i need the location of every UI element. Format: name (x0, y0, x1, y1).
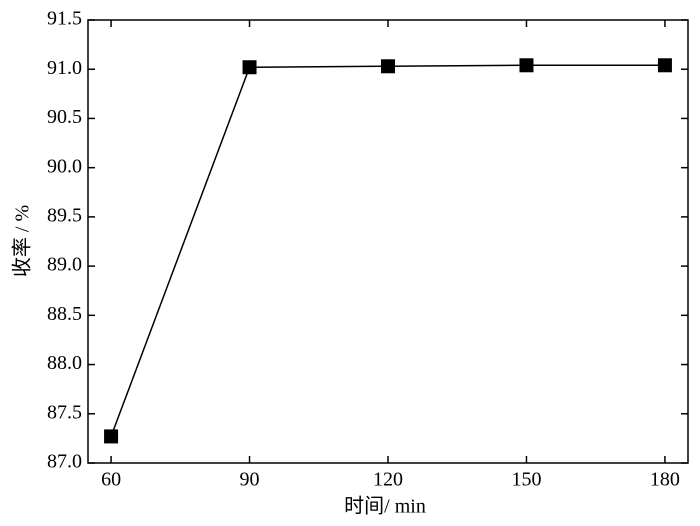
y-tick-label: 89.5 (47, 204, 82, 226)
y-tick-label: 90.0 (47, 155, 82, 177)
marker (657, 58, 672, 73)
marker (381, 59, 395, 74)
y-tick-label: 88.0 (47, 352, 82, 374)
y-axis-label: 收率 / % (11, 205, 34, 277)
x-tick-label: 60 (101, 469, 121, 491)
y-tick-label: 89.0 (47, 254, 82, 276)
plot-frame (87, 19, 689, 464)
x-tick-label: 120 (373, 469, 403, 491)
x-axis-label: 时间/ min (344, 495, 426, 518)
x-tick-label: 150 (511, 469, 541, 491)
y-tick-label: 88.5 (47, 303, 82, 325)
x-tick-label: 180 (650, 469, 680, 491)
y-tick-label: 87.0 (47, 451, 82, 473)
y-tick-label: 91.0 (47, 57, 82, 79)
marker (104, 429, 119, 444)
y-tick-label: 90.5 (47, 106, 82, 128)
series-line (110, 64, 665, 437)
y-tick-label: 87.5 (47, 401, 82, 423)
marker (519, 58, 534, 73)
x-tick-label: 90 (240, 469, 260, 491)
y-tick-label: 91.5 (47, 8, 82, 30)
marker (242, 60, 257, 75)
